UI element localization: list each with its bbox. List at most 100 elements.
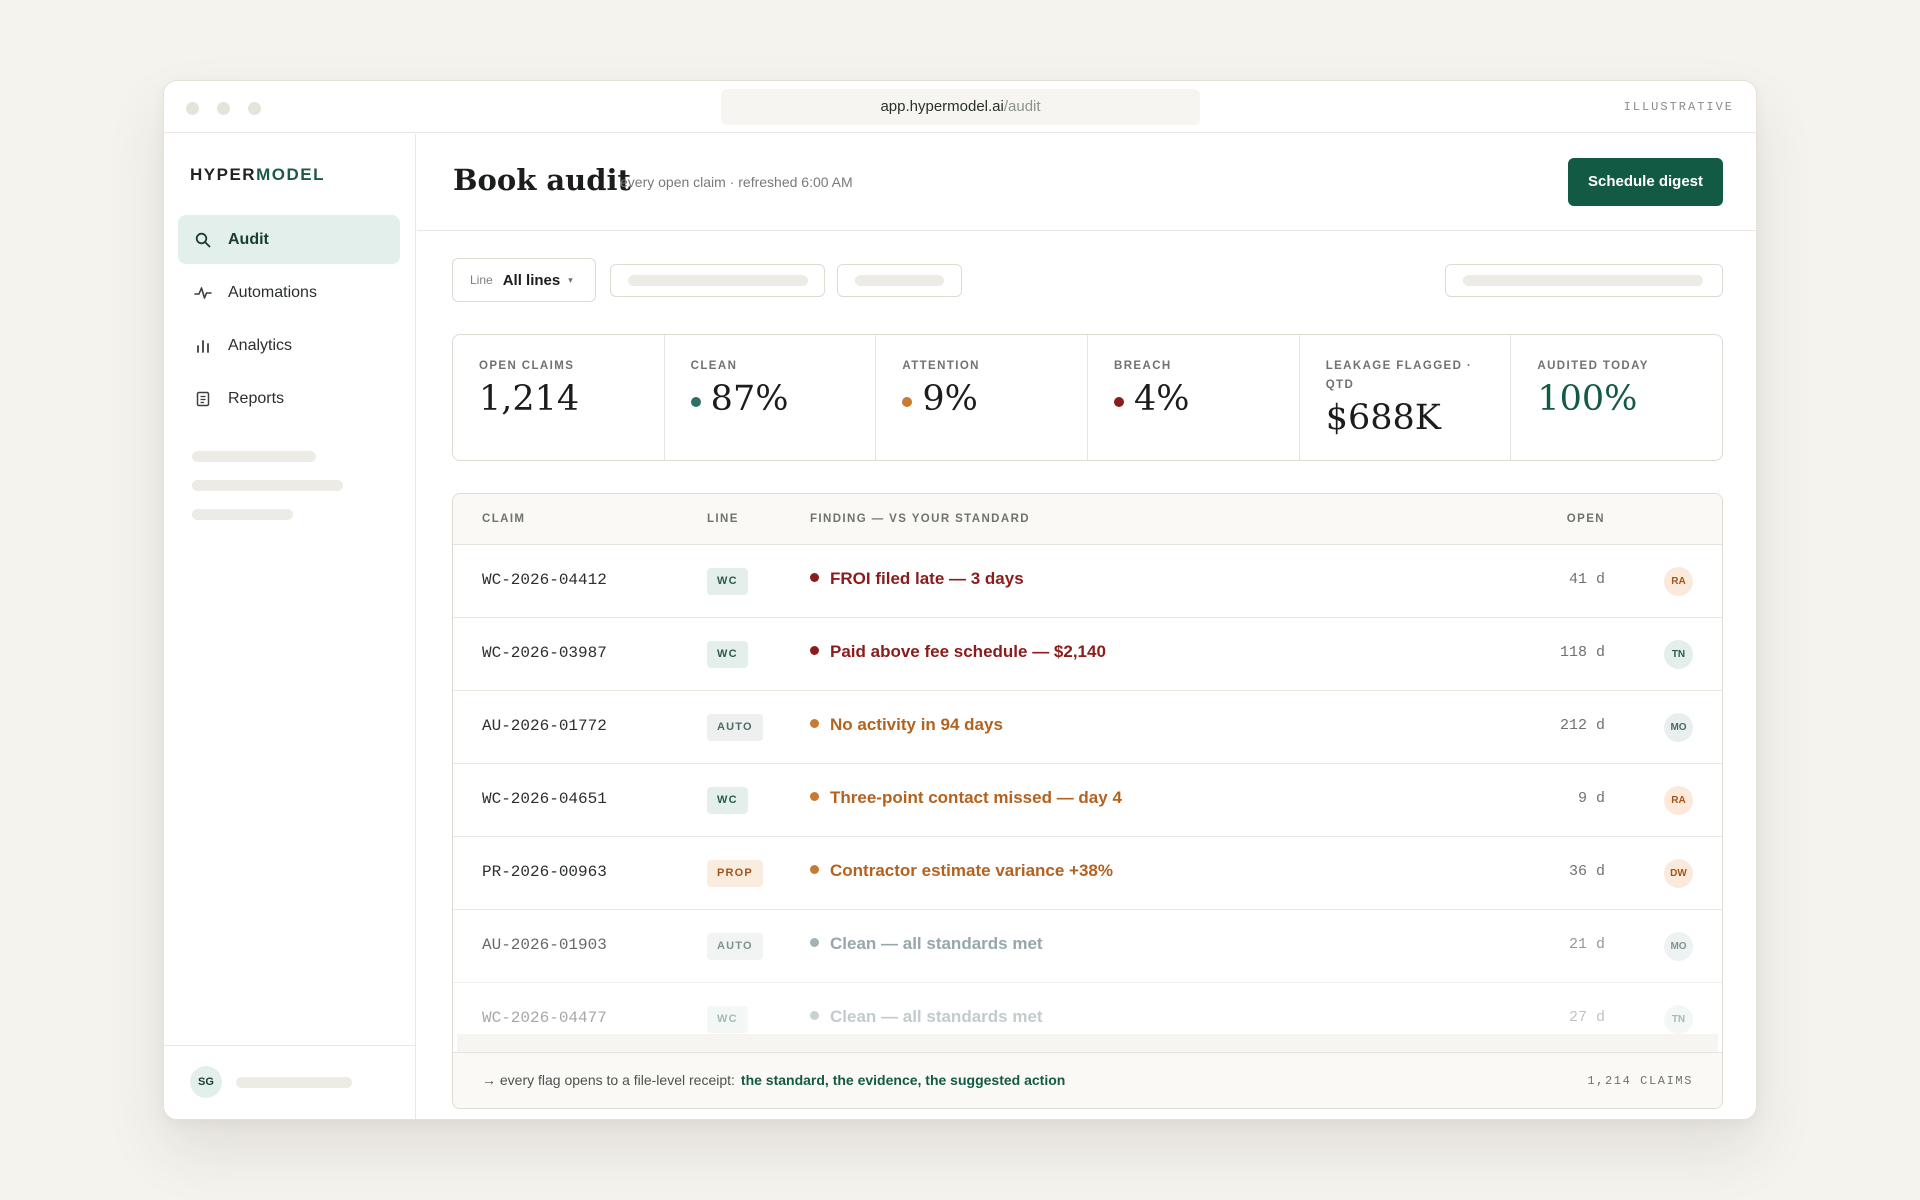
window-minimize-dot[interactable] bbox=[217, 102, 230, 115]
claim-id[interactable]: WC-2026-04651 bbox=[482, 790, 607, 808]
severity-dot-icon bbox=[810, 791, 819, 801]
column-header-open[interactable]: OPEN bbox=[1566, 513, 1605, 525]
table-row[interactable]: WC-2026-04477 WC Clean — all standards met… bbox=[453, 983, 1722, 1034]
finding[interactable]: Paid above fee schedule — $2,140 bbox=[810, 642, 1106, 662]
days-open: 41 d bbox=[1568, 571, 1605, 588]
stat-audited-today: AUDITED TODAY 100% bbox=[1511, 335, 1722, 460]
owner-avatar[interactable]: DW bbox=[1664, 859, 1693, 888]
filter-placeholder[interactable] bbox=[610, 264, 825, 297]
app-logo[interactable]: HYPERMODEL bbox=[190, 165, 325, 185]
table-row[interactable]: AU-2026-01903 AUTO Clean — all standards m… bbox=[453, 910, 1722, 983]
finding-text: Clean — all standards met bbox=[830, 1007, 1043, 1026]
claims-table: CLAIM LINE FINDING — VS YOUR STANDARD OP… bbox=[452, 493, 1723, 1109]
window-close-dot[interactable] bbox=[186, 102, 199, 115]
sidebar-item-analytics[interactable]: Analytics bbox=[178, 321, 400, 370]
claims-count: 1,214 CLAIMS bbox=[1587, 1074, 1693, 1088]
footer-note: → every flag opens to a file-level recei… bbox=[482, 1072, 1065, 1088]
finding[interactable]: FROI filed late — 3 days bbox=[810, 569, 1024, 589]
sidebar-item-label: Automations bbox=[228, 283, 317, 301]
days-open: 21 d bbox=[1568, 936, 1605, 953]
column-header-claim[interactable]: CLAIM bbox=[482, 513, 526, 525]
sidebar: HYPERMODEL Audit Automations Analytics R… bbox=[164, 134, 416, 1119]
table-row[interactable]: WC-2026-04412 WC FROI filed late — 3 days 4… bbox=[453, 545, 1722, 618]
finding[interactable]: Clean — all standards met bbox=[810, 1007, 1043, 1027]
finding-text: Three-point contact missed — day 4 bbox=[830, 788, 1122, 807]
claim-id[interactable]: AU-2026-01903 bbox=[482, 936, 607, 954]
owner-avatar[interactable]: TN bbox=[1664, 1005, 1693, 1034]
claim-id[interactable]: WC-2026-04477 bbox=[482, 1009, 607, 1027]
finding[interactable]: Clean — all standards met bbox=[810, 934, 1043, 954]
url-host: app.hypermodel.ai bbox=[880, 98, 1004, 115]
column-header-line[interactable]: LINE bbox=[707, 513, 739, 525]
schedule-digest-button[interactable]: Schedule digest bbox=[1568, 158, 1723, 206]
severity-dot-icon bbox=[810, 645, 819, 655]
line-badge: PROP bbox=[707, 860, 763, 887]
table-row[interactable]: AU-2026-01772 AUTO No activity in 94 days 2… bbox=[453, 691, 1722, 764]
stat-value-text: $688K bbox=[1325, 398, 1441, 438]
finding[interactable]: Contractor estimate variance +38% bbox=[810, 861, 1113, 881]
search-placeholder[interactable] bbox=[1445, 264, 1723, 297]
sidebar-item-automations[interactable]: Automations bbox=[178, 268, 400, 317]
filter-placeholder[interactable] bbox=[837, 264, 962, 297]
sidebar-footer: SG bbox=[164, 1045, 415, 1119]
stat-label: ATTENTION bbox=[902, 360, 980, 372]
days-open: 9 d bbox=[1577, 790, 1605, 807]
footer-note-emphasis[interactable]: the standard, the evidence, the suggeste… bbox=[740, 1072, 1066, 1088]
stat-value: 9% bbox=[902, 379, 978, 419]
footer-note-prefix: → every flag opens to a file-level recei… bbox=[482, 1072, 735, 1088]
stat-breach: BREACH 4% bbox=[1088, 335, 1300, 460]
browser-window: app.hypermodel.ai/audit ILLUSTRATIVE HYP… bbox=[163, 80, 1757, 1120]
browser-titlebar: app.hypermodel.ai/audit ILLUSTRATIVE bbox=[164, 81, 1756, 133]
claim-id[interactable]: WC-2026-04412 bbox=[482, 571, 607, 589]
chevron-down-icon: ▾ bbox=[568, 274, 573, 285]
finding[interactable]: No activity in 94 days bbox=[810, 715, 1003, 735]
line-badge: WC bbox=[707, 787, 748, 814]
stat-value-text: 100% bbox=[1537, 379, 1638, 419]
table-row[interactable]: PR-2026-00963 PROP Contractor estimate var… bbox=[453, 837, 1722, 910]
stat-value: 4% bbox=[1114, 379, 1190, 419]
main-content: Book audit every open claim · refreshed … bbox=[417, 134, 1756, 1119]
finding-text: Contractor estimate variance +38% bbox=[830, 861, 1113, 880]
finding[interactable]: Three-point contact missed — day 4 bbox=[810, 788, 1122, 808]
filter-label: Line bbox=[470, 273, 493, 287]
stat-value-text: 87% bbox=[710, 379, 789, 419]
claim-id[interactable]: PR-2026-00963 bbox=[482, 863, 607, 881]
severity-dot-icon bbox=[810, 864, 819, 874]
stat-clean: CLEAN 87% bbox=[665, 335, 877, 460]
owner-avatar[interactable]: RA bbox=[1664, 567, 1693, 596]
search-placeholder-bar bbox=[1463, 275, 1703, 286]
sidebar-item-reports[interactable]: Reports bbox=[178, 374, 400, 423]
owner-avatar[interactable]: RA bbox=[1664, 786, 1693, 815]
severity-dot-icon bbox=[810, 718, 819, 728]
window-maximize-dot[interactable] bbox=[248, 102, 261, 115]
severity-dot-icon bbox=[810, 572, 819, 582]
table-row[interactable]: WC-2026-03987 WC Paid above fee schedule —… bbox=[453, 618, 1722, 691]
line-filter-dropdown[interactable]: Line All lines ▾ bbox=[452, 258, 596, 302]
owner-avatar[interactable]: MO bbox=[1664, 932, 1693, 961]
user-name-placeholder bbox=[236, 1077, 352, 1088]
claim-id[interactable]: AU-2026-01772 bbox=[482, 717, 607, 735]
claim-id[interactable]: WC-2026-03987 bbox=[482, 644, 607, 662]
scroll-fade bbox=[457, 1034, 1718, 1054]
user-avatar[interactable]: SG bbox=[190, 1066, 222, 1098]
table-row[interactable]: WC-2026-04651 WC Three-point contact misse… bbox=[453, 764, 1722, 837]
filter-placeholder-bar bbox=[628, 275, 808, 286]
stat-value-text: 9% bbox=[922, 379, 978, 419]
owner-avatar[interactable]: MO bbox=[1664, 713, 1693, 742]
page-header: Book audit every open claim · refreshed … bbox=[417, 134, 1756, 231]
severity-dot-icon bbox=[810, 1010, 819, 1020]
sidebar-item-audit[interactable]: Audit bbox=[178, 215, 400, 264]
stat-value-text: 1,214 bbox=[479, 379, 580, 419]
page-title: Book audit bbox=[453, 163, 631, 197]
sidebar-item-label: Audit bbox=[228, 230, 269, 248]
column-header-finding[interactable]: FINDING — VS YOUR STANDARD bbox=[810, 513, 1030, 525]
logo-text-primary: HYPER bbox=[190, 165, 257, 184]
stat-label: CLEAN bbox=[690, 360, 738, 372]
stat-value-text: 4% bbox=[1134, 379, 1190, 419]
page-subtitle: every open claim · refreshed 6:00 AM bbox=[620, 174, 853, 190]
address-bar[interactable]: app.hypermodel.ai/audit bbox=[721, 89, 1200, 125]
owner-avatar[interactable]: TN bbox=[1664, 640, 1693, 669]
finding-text: Paid above fee schedule — $2,140 bbox=[830, 642, 1106, 661]
filter-value: All lines bbox=[502, 271, 561, 289]
status-dot-icon bbox=[902, 397, 913, 407]
